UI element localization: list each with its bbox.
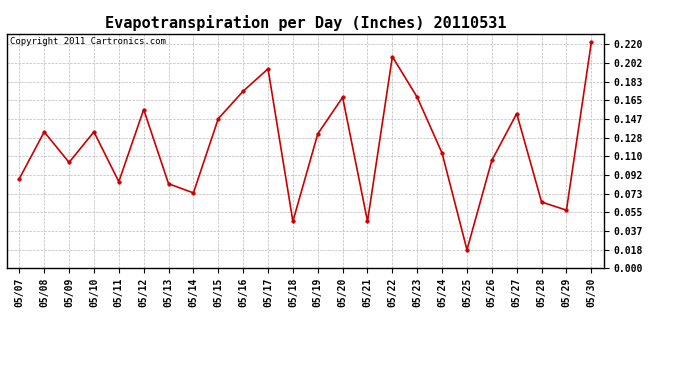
Text: Copyright 2011 Cartronics.com: Copyright 2011 Cartronics.com — [10, 37, 166, 46]
Title: Evapotranspiration per Day (Inches) 20110531: Evapotranspiration per Day (Inches) 2011… — [105, 15, 506, 31]
